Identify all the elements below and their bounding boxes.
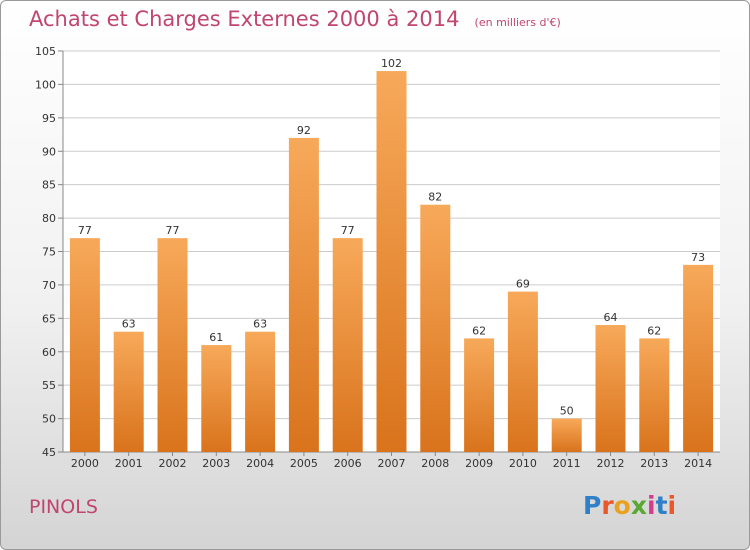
bar	[376, 71, 407, 453]
data-label: 62	[472, 324, 486, 337]
bar	[245, 331, 276, 452]
x-tick-label: 2004	[246, 457, 274, 470]
y-tick-label: 100	[35, 78, 56, 91]
proxiti-logo: Proxiti	[583, 491, 676, 520]
data-label: 82	[428, 191, 442, 204]
data-label: 69	[516, 278, 530, 291]
data-label: 92	[297, 124, 311, 137]
x-tick-label: 2001	[115, 457, 143, 470]
y-tick-label: 55	[42, 379, 56, 392]
data-label: 102	[381, 57, 402, 70]
bar	[464, 338, 495, 452]
bar	[332, 238, 363, 452]
data-label: 77	[341, 224, 355, 237]
bar	[551, 418, 582, 452]
data-label: 77	[166, 224, 180, 237]
y-tick-label: 90	[42, 145, 56, 158]
bar	[683, 264, 714, 452]
bar	[507, 291, 538, 452]
bar	[201, 345, 232, 452]
y-tick-label: 80	[42, 212, 56, 225]
chart-title-text: Achats et Charges Externes 2000 à 2014	[29, 7, 460, 31]
bar	[113, 331, 144, 452]
y-tick-label: 75	[42, 246, 56, 259]
chart-title: Achats et Charges Externes 2000 à 2014 (…	[29, 7, 561, 31]
x-tick-label: 2012	[597, 457, 625, 470]
x-tick-label: 2014	[684, 457, 712, 470]
x-tick-label: 2000	[71, 457, 99, 470]
data-label: 63	[122, 318, 136, 331]
data-label: 73	[691, 251, 705, 264]
logo-letter: o	[613, 491, 631, 520]
y-tick-label: 45	[42, 446, 56, 459]
y-tick-label: 70	[42, 279, 56, 292]
x-tick-label: 2002	[159, 457, 187, 470]
x-tick-label: 2011	[553, 457, 581, 470]
logo-letter: x	[630, 491, 647, 520]
x-tick-label: 2005	[290, 457, 318, 470]
bar	[288, 137, 319, 452]
data-label: 63	[253, 318, 267, 331]
logo-letter: i	[667, 491, 677, 520]
y-tick-label: 105	[35, 45, 56, 58]
data-label: 77	[78, 224, 92, 237]
bar	[639, 338, 670, 452]
x-tick-label: 2010	[509, 457, 537, 470]
y-tick-label: 85	[42, 179, 56, 192]
x-tick-label: 2006	[334, 457, 362, 470]
bar	[595, 325, 626, 452]
logo-letter: i	[647, 491, 656, 520]
bar	[157, 238, 188, 452]
y-tick-label: 65	[42, 312, 56, 325]
y-tick-label: 60	[42, 346, 56, 359]
x-tick-label: 2013	[640, 457, 668, 470]
x-tick-label: 2009	[465, 457, 493, 470]
logo-letter: t	[655, 491, 668, 520]
bar	[69, 238, 100, 452]
data-label: 62	[647, 324, 661, 337]
data-label: 61	[209, 331, 223, 344]
y-tick-label: 95	[42, 112, 56, 125]
y-tick-label: 50	[42, 413, 56, 426]
bar	[420, 204, 451, 452]
commune-name: PINOLS	[29, 496, 98, 518]
x-tick-label: 2007	[378, 457, 406, 470]
data-label: 64	[604, 311, 618, 324]
data-label: 50	[560, 405, 574, 418]
x-tick-label: 2008	[421, 457, 449, 470]
chart-unit: (en milliers d'€)	[474, 16, 561, 29]
logo-letter: P	[583, 491, 602, 520]
logo-letter: r	[601, 491, 614, 520]
x-tick-label: 2003	[202, 457, 230, 470]
